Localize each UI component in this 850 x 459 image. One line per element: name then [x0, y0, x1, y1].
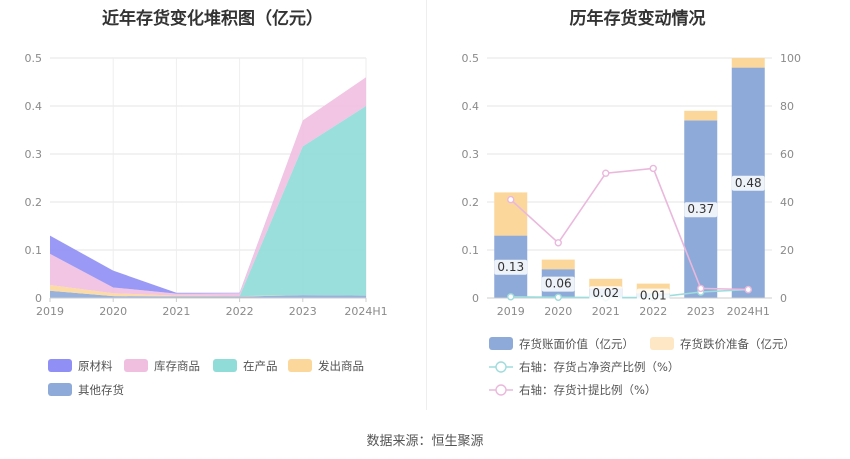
line-point	[554, 293, 562, 301]
legend-label: 发出商品	[318, 359, 364, 373]
y-tick-label: 0.5	[462, 52, 480, 65]
chart-divider	[426, 0, 427, 410]
bar-value-label: 0.06	[545, 277, 572, 291]
legend-label: 其他存货	[78, 383, 124, 397]
x-tick-label: 2020	[544, 305, 572, 318]
y2-tick-label: 0	[780, 292, 787, 305]
line-右轴：存货占净资产比例（%）	[510, 288, 749, 299]
legend-swatch	[124, 359, 148, 372]
x-tick-label: 2019	[497, 305, 525, 318]
line-point	[744, 285, 752, 294]
legend-label: 存货跌价准备（亿元）	[680, 337, 795, 351]
left-chart-title: 近年存货变化堆积图（亿元）	[102, 9, 323, 29]
y-tick-label: 0.1	[25, 244, 43, 257]
legend-swatch	[213, 359, 237, 372]
y2-tick-label: 100	[780, 52, 801, 65]
y-tick-label: 0.3	[25, 148, 43, 161]
legend-swatch	[650, 337, 674, 350]
x-tick-label: 2021	[592, 305, 620, 318]
legend-label: 右轴：存货占净资产比例（%）	[519, 360, 679, 374]
bar-impairment	[684, 110, 718, 121]
y2-tick-label: 80	[780, 100, 794, 113]
bar-label-bg	[541, 276, 575, 292]
x-tick-label: 2022	[226, 305, 254, 318]
legend-label: 右轴：存货计提比例（%）	[519, 383, 656, 397]
x-tick-label: 2021	[162, 305, 190, 318]
legend-swatch	[489, 337, 513, 350]
x-tick-label: 2023	[687, 305, 715, 318]
bar-impairment	[589, 278, 623, 289]
right-chart-title: 历年存货变动情况	[569, 9, 706, 29]
y-tick-label: 0.4	[462, 100, 480, 113]
legend-swatch	[48, 359, 72, 372]
area-库存商品	[50, 77, 366, 297]
bar-label-bg	[636, 288, 670, 304]
y2-tick-label: 40	[780, 196, 794, 209]
area-在产品	[50, 106, 366, 297]
x-tick-label: 2023	[289, 305, 317, 318]
bar-value-label: 0.13	[497, 260, 524, 274]
stacked-area-chart: 0 0.1 0.2 0.3 0.4 0.5 2019 2020 2021 2022 2023 2024…	[25, 52, 388, 397]
y-tick-label: 0.1	[462, 244, 480, 257]
x-tick-label: 2022	[639, 305, 667, 318]
line-point	[507, 195, 515, 204]
legend-swatch	[288, 359, 312, 372]
x-tick-label: 2019	[36, 305, 64, 318]
inventory-bar-line-chart: 0 0.1 0.2 0.3 0.4 0.5 0 20 40 60 80 100 2019 2020 2021…	[462, 52, 802, 397]
y2-tick-label: 20	[780, 244, 794, 257]
bar-label-bg	[494, 259, 528, 275]
line-point	[649, 164, 657, 173]
bar-label-bg	[731, 175, 765, 191]
legend-label: 在产品	[243, 359, 278, 373]
legend-label: 存货账面价值（亿元）	[519, 337, 634, 351]
y-tick-label: 0.3	[462, 148, 480, 161]
y-tick-label: 0	[472, 292, 479, 305]
bar-impairment	[636, 283, 670, 294]
y-tick-label: 0.2	[462, 196, 480, 209]
bar-label-bg	[684, 202, 718, 218]
x-tick-label: 2020	[99, 305, 127, 318]
line-point	[507, 293, 515, 301]
legend-swatch	[48, 383, 72, 396]
area-其他存货	[50, 290, 366, 298]
bar-value-label: 0.02	[592, 286, 619, 300]
line-point	[697, 284, 705, 293]
line-右轴：存货计提比例（%）	[510, 167, 749, 291]
bar-impairment	[731, 58, 765, 68]
line-point	[602, 169, 610, 177]
legend-label: 原材料	[78, 359, 113, 373]
y2-tick-label: 60	[780, 148, 794, 161]
x-tick-label: 2024H1	[344, 305, 387, 318]
bar-value-label: 0.48	[735, 176, 762, 190]
x-tick-label: 2024H1	[727, 305, 770, 318]
legend-marker	[495, 361, 507, 373]
source-note: 数据来源：恒生聚源	[366, 434, 484, 449]
bar-impairment	[541, 259, 575, 270]
bar-value-label: 0.01	[640, 289, 667, 303]
y-tick-label: 0	[35, 292, 42, 305]
legend-label: 库存商品	[154, 359, 200, 373]
bar-value-label: 0.37	[687, 202, 714, 216]
y-tick-label: 0.5	[25, 52, 43, 65]
line-point	[554, 239, 562, 247]
legend-marker	[495, 384, 507, 396]
y-tick-label: 0.2	[25, 196, 43, 209]
bar-label-bg	[589, 286, 623, 302]
y-tick-label: 0.4	[25, 100, 43, 113]
